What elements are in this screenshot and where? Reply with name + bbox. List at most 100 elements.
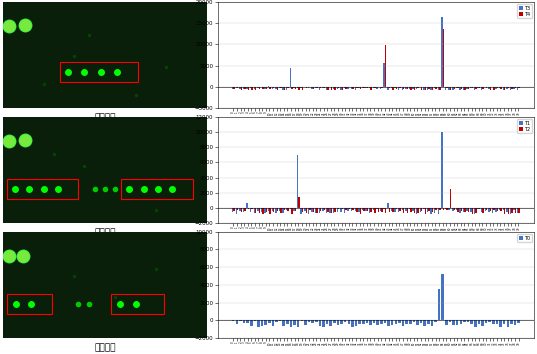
Bar: [517, 87, 518, 90]
Bar: [495, 208, 497, 212]
Bar: [366, 320, 368, 324]
Bar: [513, 87, 515, 90]
Bar: [358, 320, 361, 324]
Bar: [347, 87, 349, 89]
Bar: [423, 87, 425, 90]
Bar: [432, 87, 433, 90]
Bar: [482, 87, 484, 88]
Bar: [457, 87, 459, 88]
Bar: [493, 208, 495, 210]
Bar: [293, 320, 296, 325]
Bar: [251, 87, 253, 90]
Bar: [293, 208, 295, 211]
Bar: [394, 87, 396, 88]
Bar: [7, 179, 78, 199]
Bar: [492, 320, 495, 324]
Bar: [264, 208, 266, 213]
Bar: [362, 208, 363, 210]
Bar: [253, 320, 256, 321]
Bar: [431, 208, 432, 214]
Bar: [342, 87, 343, 90]
Bar: [438, 289, 440, 320]
Bar: [431, 320, 433, 326]
Bar: [510, 208, 511, 214]
Bar: [301, 208, 302, 213]
Bar: [409, 208, 410, 209]
Bar: [272, 320, 274, 326]
Bar: [434, 320, 437, 322]
Bar: [342, 208, 343, 209]
Bar: [362, 87, 363, 88]
Bar: [306, 87, 307, 88]
Bar: [318, 320, 321, 326]
Bar: [421, 208, 423, 211]
Bar: [335, 87, 336, 90]
Bar: [322, 208, 324, 211]
Bar: [438, 208, 439, 214]
Bar: [262, 87, 264, 89]
Bar: [373, 320, 375, 324]
Bar: [495, 87, 497, 88]
Bar: [367, 87, 368, 88]
Bar: [290, 320, 292, 327]
Bar: [262, 208, 264, 214]
Bar: [511, 87, 513, 89]
Bar: [315, 320, 317, 322]
Bar: [428, 87, 430, 89]
Bar: [500, 208, 502, 211]
Bar: [358, 208, 360, 212]
Bar: [481, 320, 484, 326]
Bar: [486, 87, 488, 88]
Bar: [470, 208, 471, 212]
Bar: [291, 87, 293, 89]
Bar: [273, 87, 274, 88]
Bar: [351, 320, 354, 327]
Bar: [280, 87, 282, 88]
Bar: [470, 87, 471, 88]
Bar: [376, 320, 379, 325]
Bar: [367, 208, 368, 211]
Bar: [232, 87, 234, 89]
Bar: [471, 87, 473, 88]
Bar: [420, 320, 422, 324]
Bar: [477, 87, 479, 88]
Bar: [517, 208, 518, 212]
Bar: [424, 320, 426, 326]
Bar: [243, 87, 244, 89]
Bar: [335, 208, 336, 212]
Bar: [313, 208, 314, 212]
Bar: [412, 320, 415, 322]
Bar: [497, 208, 498, 211]
Bar: [326, 208, 327, 213]
Bar: [503, 320, 505, 324]
Bar: [387, 87, 389, 90]
Bar: [467, 87, 468, 89]
Bar: [358, 87, 360, 88]
Bar: [333, 320, 336, 323]
Bar: [299, 196, 300, 208]
Bar: [297, 155, 299, 208]
Bar: [402, 87, 403, 90]
Bar: [461, 208, 462, 211]
Bar: [286, 87, 287, 90]
Bar: [337, 320, 339, 325]
Bar: [477, 320, 480, 324]
Bar: [417, 87, 419, 88]
Bar: [515, 208, 516, 213]
Bar: [518, 87, 520, 88]
Bar: [250, 208, 251, 212]
Bar: [492, 208, 493, 213]
Bar: [352, 208, 354, 210]
Bar: [280, 208, 282, 212]
Bar: [322, 87, 324, 88]
Bar: [111, 294, 164, 314]
Bar: [340, 87, 342, 90]
Bar: [295, 208, 296, 211]
Bar: [337, 208, 338, 212]
Bar: [316, 87, 318, 88]
Bar: [304, 320, 307, 325]
Bar: [337, 87, 338, 89]
Bar: [374, 208, 375, 213]
Bar: [383, 63, 385, 87]
Bar: [293, 87, 295, 88]
